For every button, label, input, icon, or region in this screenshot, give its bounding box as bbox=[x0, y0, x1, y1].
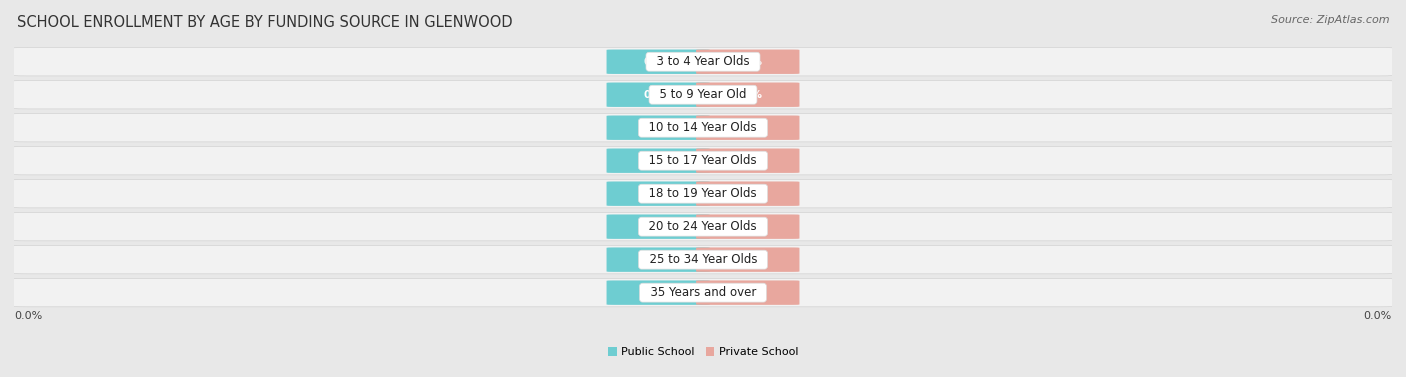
FancyBboxPatch shape bbox=[7, 48, 1399, 76]
Text: 0.0%: 0.0% bbox=[734, 90, 762, 100]
Text: 25 to 34 Year Olds: 25 to 34 Year Olds bbox=[641, 253, 765, 266]
Text: 0.0%: 0.0% bbox=[14, 311, 42, 322]
Text: 0.0%: 0.0% bbox=[644, 123, 672, 133]
Legend: Public School, Private School: Public School, Private School bbox=[603, 343, 803, 362]
Text: 0.0%: 0.0% bbox=[734, 222, 762, 232]
Text: 5 to 9 Year Old: 5 to 9 Year Old bbox=[652, 88, 754, 101]
Text: Source: ZipAtlas.com: Source: ZipAtlas.com bbox=[1271, 15, 1389, 25]
Text: 0.0%: 0.0% bbox=[1364, 311, 1392, 322]
FancyBboxPatch shape bbox=[7, 147, 1399, 175]
FancyBboxPatch shape bbox=[606, 247, 710, 272]
Text: 0.0%: 0.0% bbox=[644, 288, 672, 298]
Text: 0.0%: 0.0% bbox=[644, 90, 672, 100]
FancyBboxPatch shape bbox=[606, 149, 710, 173]
Text: 10 to 14 Year Olds: 10 to 14 Year Olds bbox=[641, 121, 765, 134]
FancyBboxPatch shape bbox=[606, 181, 710, 206]
FancyBboxPatch shape bbox=[7, 213, 1399, 241]
Text: SCHOOL ENROLLMENT BY AGE BY FUNDING SOURCE IN GLENWOOD: SCHOOL ENROLLMENT BY AGE BY FUNDING SOUR… bbox=[17, 15, 513, 30]
Text: 0.0%: 0.0% bbox=[734, 57, 762, 67]
Text: 18 to 19 Year Olds: 18 to 19 Year Olds bbox=[641, 187, 765, 200]
FancyBboxPatch shape bbox=[7, 279, 1399, 307]
FancyBboxPatch shape bbox=[696, 181, 800, 206]
Text: 0.0%: 0.0% bbox=[734, 156, 762, 166]
FancyBboxPatch shape bbox=[696, 215, 800, 239]
FancyBboxPatch shape bbox=[606, 49, 710, 74]
FancyBboxPatch shape bbox=[696, 149, 800, 173]
FancyBboxPatch shape bbox=[7, 113, 1399, 142]
FancyBboxPatch shape bbox=[606, 115, 710, 140]
Text: 0.0%: 0.0% bbox=[644, 156, 672, 166]
Text: 0.0%: 0.0% bbox=[644, 254, 672, 265]
Text: 20 to 24 Year Olds: 20 to 24 Year Olds bbox=[641, 220, 765, 233]
FancyBboxPatch shape bbox=[696, 49, 800, 74]
FancyBboxPatch shape bbox=[606, 83, 710, 107]
FancyBboxPatch shape bbox=[606, 280, 710, 305]
FancyBboxPatch shape bbox=[696, 115, 800, 140]
Text: 0.0%: 0.0% bbox=[644, 188, 672, 199]
Text: 0.0%: 0.0% bbox=[734, 254, 762, 265]
FancyBboxPatch shape bbox=[696, 247, 800, 272]
Text: 0.0%: 0.0% bbox=[734, 288, 762, 298]
FancyBboxPatch shape bbox=[606, 215, 710, 239]
FancyBboxPatch shape bbox=[7, 179, 1399, 208]
FancyBboxPatch shape bbox=[7, 245, 1399, 274]
Text: 3 to 4 Year Olds: 3 to 4 Year Olds bbox=[650, 55, 756, 68]
FancyBboxPatch shape bbox=[696, 280, 800, 305]
Text: 15 to 17 Year Olds: 15 to 17 Year Olds bbox=[641, 154, 765, 167]
Text: 0.0%: 0.0% bbox=[734, 188, 762, 199]
FancyBboxPatch shape bbox=[7, 81, 1399, 109]
Text: 0.0%: 0.0% bbox=[644, 222, 672, 232]
Text: 0.0%: 0.0% bbox=[644, 57, 672, 67]
Text: 0.0%: 0.0% bbox=[734, 123, 762, 133]
Text: 35 Years and over: 35 Years and over bbox=[643, 286, 763, 299]
FancyBboxPatch shape bbox=[696, 83, 800, 107]
